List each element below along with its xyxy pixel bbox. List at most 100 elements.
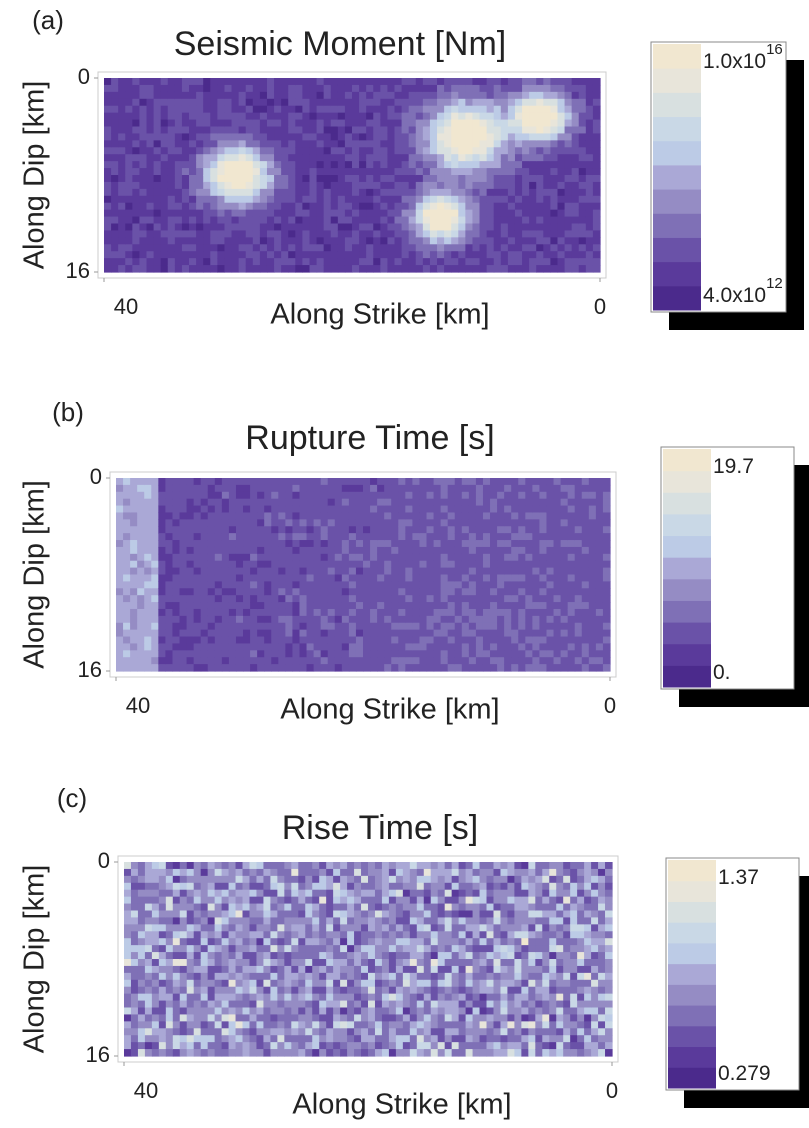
heatmap-cell <box>384 657 392 665</box>
heatmap-cell <box>146 78 155 86</box>
heatmap-cell <box>274 84 282 93</box>
heatmap-cell <box>490 643 498 651</box>
heatmap-cell <box>341 491 350 500</box>
heatmap-cell <box>257 505 265 514</box>
heatmap-cell <box>354 979 362 988</box>
heatmap-cell <box>132 223 141 232</box>
heatmap-cell <box>130 862 139 870</box>
heatmap-cell <box>326 993 334 1002</box>
heatmap-cell <box>482 657 491 665</box>
heatmap-cell <box>137 498 145 507</box>
heatmap-cell <box>352 78 360 86</box>
heatmap-cell <box>433 498 442 507</box>
heatmap-cell <box>266 216 275 225</box>
heatmap-cell <box>451 195 459 204</box>
heatmap-cell <box>355 512 364 520</box>
heatmap-cell <box>200 650 209 658</box>
heatmap-cell <box>291 862 299 870</box>
heatmap-cell <box>165 931 174 939</box>
heatmap-cell <box>160 168 169 176</box>
heatmap-cell <box>125 258 133 266</box>
heatmap-cell <box>186 664 195 672</box>
heatmap-cell <box>493 251 502 259</box>
heatmap-cell <box>319 1028 327 1036</box>
heatmap-cell <box>468 567 477 576</box>
heatmap-cell <box>518 622 526 631</box>
heatmap-cell <box>245 181 254 190</box>
heatmap-cell <box>326 931 334 939</box>
heatmap-cell <box>514 133 523 141</box>
heatmap-cell <box>186 560 195 569</box>
heatmap-cell <box>271 664 279 672</box>
heatmap-cell <box>352 244 360 252</box>
heatmap-cell <box>344 119 353 128</box>
heatmap-cell <box>380 188 389 197</box>
heatmap-cell <box>323 91 332 100</box>
heatmap-cell <box>104 195 112 204</box>
heatmap-cell <box>174 133 183 141</box>
heatmap-cell <box>264 533 272 541</box>
heatmap-cell <box>277 965 285 974</box>
heatmap-cell <box>312 903 320 912</box>
heatmap-cell <box>285 657 294 665</box>
heatmap-cell <box>578 181 587 190</box>
heatmap-cell <box>151 1007 160 1016</box>
heatmap-cell <box>486 140 495 148</box>
heatmap-cell <box>472 112 481 121</box>
heatmap-cell <box>132 119 141 128</box>
heatmap-cell <box>348 553 357 562</box>
heatmap-cell <box>592 161 601 169</box>
heatmap-cell <box>266 147 275 155</box>
heatmap-cell <box>243 595 251 603</box>
heatmap-cell <box>295 133 303 141</box>
heatmap-cell <box>522 181 530 190</box>
heatmap-cell <box>337 98 346 107</box>
heatmap-cell <box>401 216 410 225</box>
heatmap-cell <box>284 945 292 953</box>
heatmap-cell <box>341 622 350 631</box>
heatmap-cell <box>179 1049 188 1057</box>
heatmap-cell <box>546 595 555 603</box>
heatmap-cell <box>266 168 275 176</box>
heatmap-cell <box>532 615 541 624</box>
heatmap-cell <box>179 615 188 624</box>
heatmap-cell <box>288 119 296 128</box>
heatmap-cell <box>288 91 296 100</box>
heatmap-cell <box>567 491 576 500</box>
heatmap-cell <box>193 938 202 946</box>
heatmap-cell <box>278 519 286 527</box>
heatmap-cell <box>415 181 424 190</box>
heatmap-cell <box>444 84 452 93</box>
heatmap-cell <box>380 202 389 211</box>
heatmap-cell <box>130 629 138 638</box>
heatmap-cell <box>193 657 202 665</box>
heatmap-cell <box>132 230 141 238</box>
heatmap-cell <box>214 643 223 651</box>
heatmap-cell <box>281 105 289 114</box>
heatmap-cell <box>284 1042 292 1050</box>
heatmap-cell <box>295 188 303 197</box>
heatmap-cell <box>116 478 124 486</box>
heatmap-cell <box>139 244 148 252</box>
heatmap-cell <box>405 629 413 638</box>
heatmap-cell <box>306 574 315 582</box>
heatmap-cell <box>125 230 133 238</box>
heatmap-cell <box>574 588 583 596</box>
heatmap-cell <box>447 478 456 486</box>
heatmap-cell <box>259 112 268 121</box>
heatmap-cell <box>167 112 176 121</box>
heatmap-cell <box>186 622 195 631</box>
heatmap-cell <box>214 615 223 624</box>
heatmap-cell <box>302 105 311 114</box>
heatmap-cell <box>228 979 237 988</box>
heatmap-cell <box>433 519 442 527</box>
heatmap-cell <box>585 181 594 190</box>
heatmap-cell <box>228 622 237 631</box>
heatmap-cell <box>468 540 477 548</box>
heatmap-cell <box>235 484 244 493</box>
heatmap-cell <box>158 498 166 507</box>
heatmap-cell <box>454 512 463 520</box>
heatmap-cell <box>257 664 265 672</box>
heatmap-cell <box>111 161 119 169</box>
heatmap-cell <box>426 581 435 589</box>
